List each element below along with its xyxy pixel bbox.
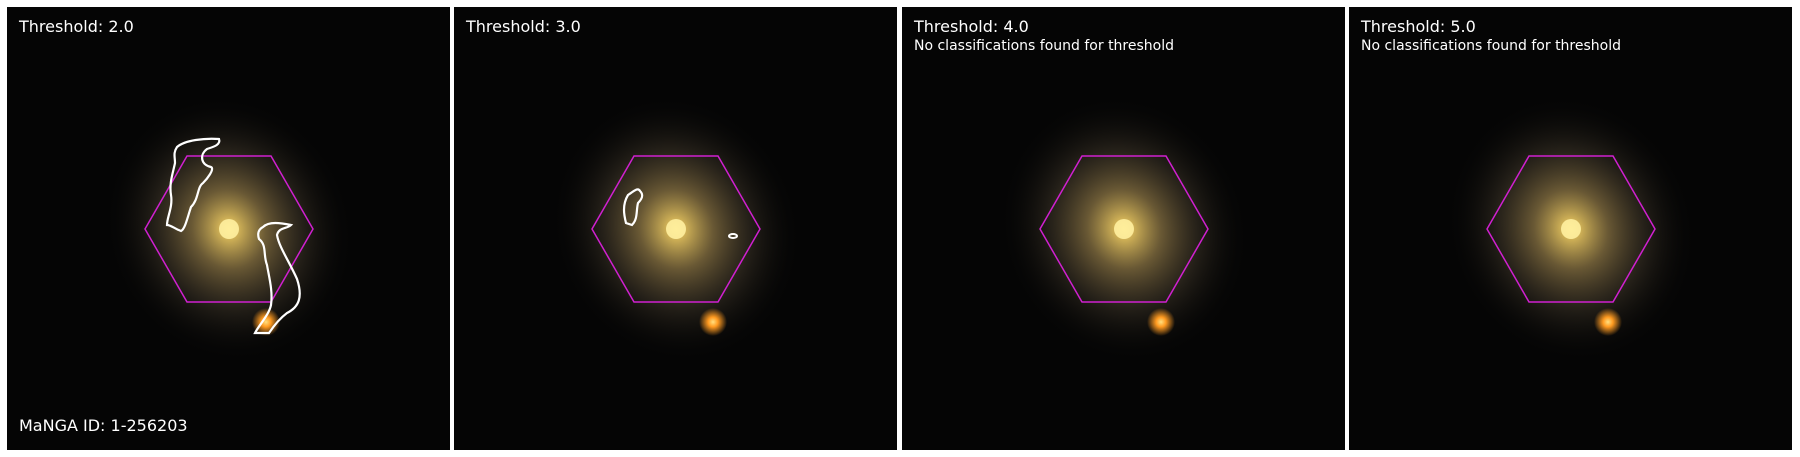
- ifu-hexagon: [1039, 155, 1209, 303]
- threshold-label: Threshold: 3.0: [466, 17, 581, 36]
- image-panel-threshold-3: Threshold: 3.0: [454, 7, 897, 450]
- ifu-hexagon: [1486, 155, 1656, 303]
- threshold-label: Threshold: 2.0: [19, 17, 134, 36]
- image-panel-threshold-4: Threshold: 4.0 No classifications found …: [902, 7, 1345, 450]
- contour-upper-left: [165, 137, 221, 233]
- contour-lower-right: [253, 221, 301, 335]
- galaxy-image: [7, 7, 450, 450]
- threshold-label: Threshold: 4.0: [914, 17, 1029, 36]
- no-classifications-note: No classifications found for threshold: [914, 38, 1174, 54]
- image-panel-threshold-2: Threshold: 2.0 MaNGA ID: 1-256203: [7, 7, 450, 450]
- manga-id-label: MaNGA ID: 1-256203: [19, 416, 188, 435]
- contour-small-left: [622, 188, 644, 227]
- galaxy-image: [454, 7, 897, 450]
- ifu-hexagon: [591, 155, 761, 303]
- galaxy-core: [219, 219, 239, 239]
- companion-star: [699, 308, 727, 336]
- threshold-label: Threshold: 5.0: [1361, 17, 1476, 36]
- companion-star: [1594, 308, 1622, 336]
- image-panel-threshold-5: Threshold: 5.0 No classifications found …: [1349, 7, 1792, 450]
- galaxy-core: [1561, 219, 1581, 239]
- galaxy-core: [1114, 219, 1134, 239]
- companion-star: [1147, 308, 1175, 336]
- galaxy-image: [902, 7, 1345, 450]
- galaxy-image: [1349, 7, 1792, 450]
- contour-dot-right: [728, 233, 738, 239]
- galaxy-core: [666, 219, 686, 239]
- no-classifications-note: No classifications found for threshold: [1361, 38, 1621, 54]
